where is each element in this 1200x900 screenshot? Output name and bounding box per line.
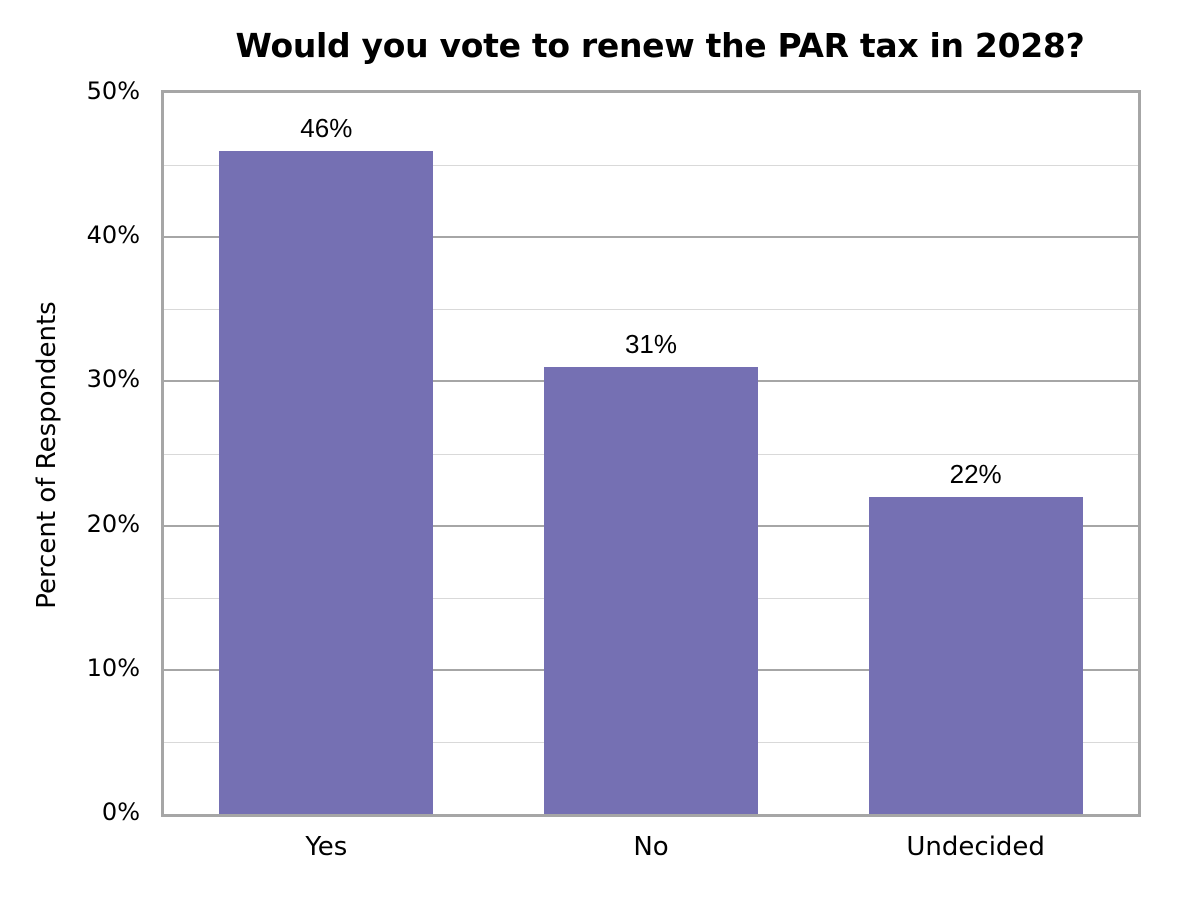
y-tick-label: 20% [86, 509, 140, 538]
major-gridline [164, 236, 1138, 239]
plot-area: 46% 31% 22% [161, 90, 1141, 817]
bar-undecided [868, 496, 1083, 814]
x-tick-label: Yes [305, 832, 348, 862]
minor-gridline [164, 165, 1138, 167]
y-tick-label: 0% [101, 798, 140, 826]
bar-value-label: 31% [624, 328, 678, 359]
y-axis-label: Percent of Respondents [32, 301, 62, 609]
bar-yes [219, 150, 434, 814]
chart-title: Would you vote to renew the PAR tax in 2… [235, 26, 1085, 65]
y-tick-label: 50% [86, 77, 140, 105]
x-tick-label: Undecided [906, 832, 1045, 862]
y-tick-label: 10% [86, 653, 140, 682]
y-tick-label: 30% [86, 365, 140, 394]
y-tick-label: 40% [86, 221, 140, 250]
bar-value-label: 22% [949, 458, 1002, 489]
minor-gridline [164, 309, 1138, 311]
bar-value-label: 46% [300, 112, 353, 143]
x-tick-label: No [633, 832, 669, 862]
bar-no [544, 366, 758, 814]
